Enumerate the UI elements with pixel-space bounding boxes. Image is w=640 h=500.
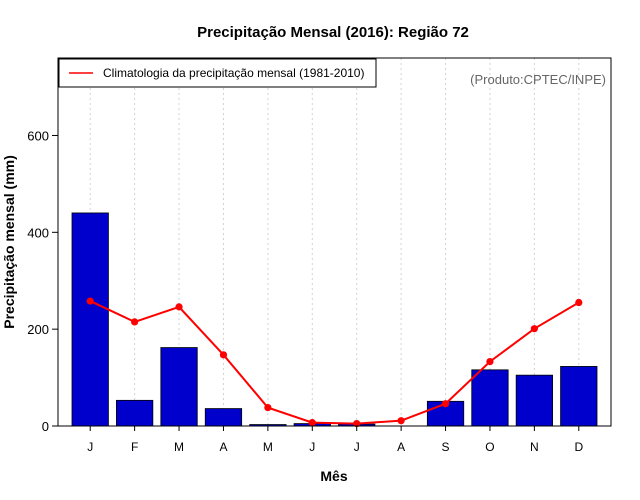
x-tick-label: M	[174, 440, 184, 454]
y-tick-label: 200	[27, 322, 49, 337]
bar-1	[116, 399, 154, 427]
bar-8	[426, 400, 465, 427]
x-tick-label: D	[574, 440, 583, 454]
grid-lines	[89, 58, 580, 426]
legend-label-climatology: Climatologia da precipitação mensal (198…	[103, 66, 364, 80]
climatology-point-3	[219, 351, 228, 359]
bar-9	[471, 369, 509, 427]
y-tick-label: 0	[42, 419, 49, 434]
climatology-line-series	[86, 297, 583, 428]
x-axis-label: Mês	[320, 468, 347, 484]
bar-10	[515, 374, 553, 427]
climatology-point-2	[175, 303, 183, 311]
y-axis: 0 200 400 600	[27, 128, 58, 434]
climatology-point-0	[86, 297, 94, 305]
climatology-point-9	[486, 358, 494, 366]
x-tick-label: A	[219, 440, 227, 454]
x-tick-label: N	[530, 440, 539, 454]
legend-box	[58, 58, 377, 88]
bar-3	[204, 408, 243, 427]
x-tick-label: S	[442, 440, 450, 454]
bar-2	[160, 347, 198, 427]
climatology-line	[89, 300, 580, 425]
x-tick-label: J	[354, 440, 360, 454]
plot-frame	[57, 57, 612, 427]
climatology-point-10	[530, 325, 538, 333]
x-tick-label: O	[485, 440, 494, 454]
climatology-point-1	[131, 318, 139, 326]
x-tick-label: J	[309, 440, 315, 454]
x-tick-label: J	[87, 440, 93, 454]
chart-title: Precipitação Mensal (2016): Região 72	[197, 24, 469, 41]
climatology-point-6	[353, 419, 361, 428]
legend: Climatologia da precipitação mensal (198…	[58, 58, 377, 88]
climatology-point-4	[264, 404, 272, 412]
x-tick-label: A	[397, 440, 405, 454]
y-tick-label: 400	[27, 225, 49, 240]
y-axis-label: Precipitação mensal (mm)	[1, 155, 17, 329]
climatology-point-11	[575, 298, 583, 307]
bar-11	[560, 366, 598, 427]
source-credit: (Produto:CPTEC/INPE)	[470, 72, 606, 87]
x-tick-label: F	[131, 440, 138, 454]
x-tick-label: M	[263, 440, 273, 454]
bar-0	[71, 212, 109, 427]
climatology-point-8	[441, 400, 450, 408]
y-tick-label: 600	[27, 128, 49, 143]
climatology-point-5	[308, 419, 316, 427]
climatology-point-7	[397, 417, 405, 425]
bar-series	[71, 212, 598, 427]
